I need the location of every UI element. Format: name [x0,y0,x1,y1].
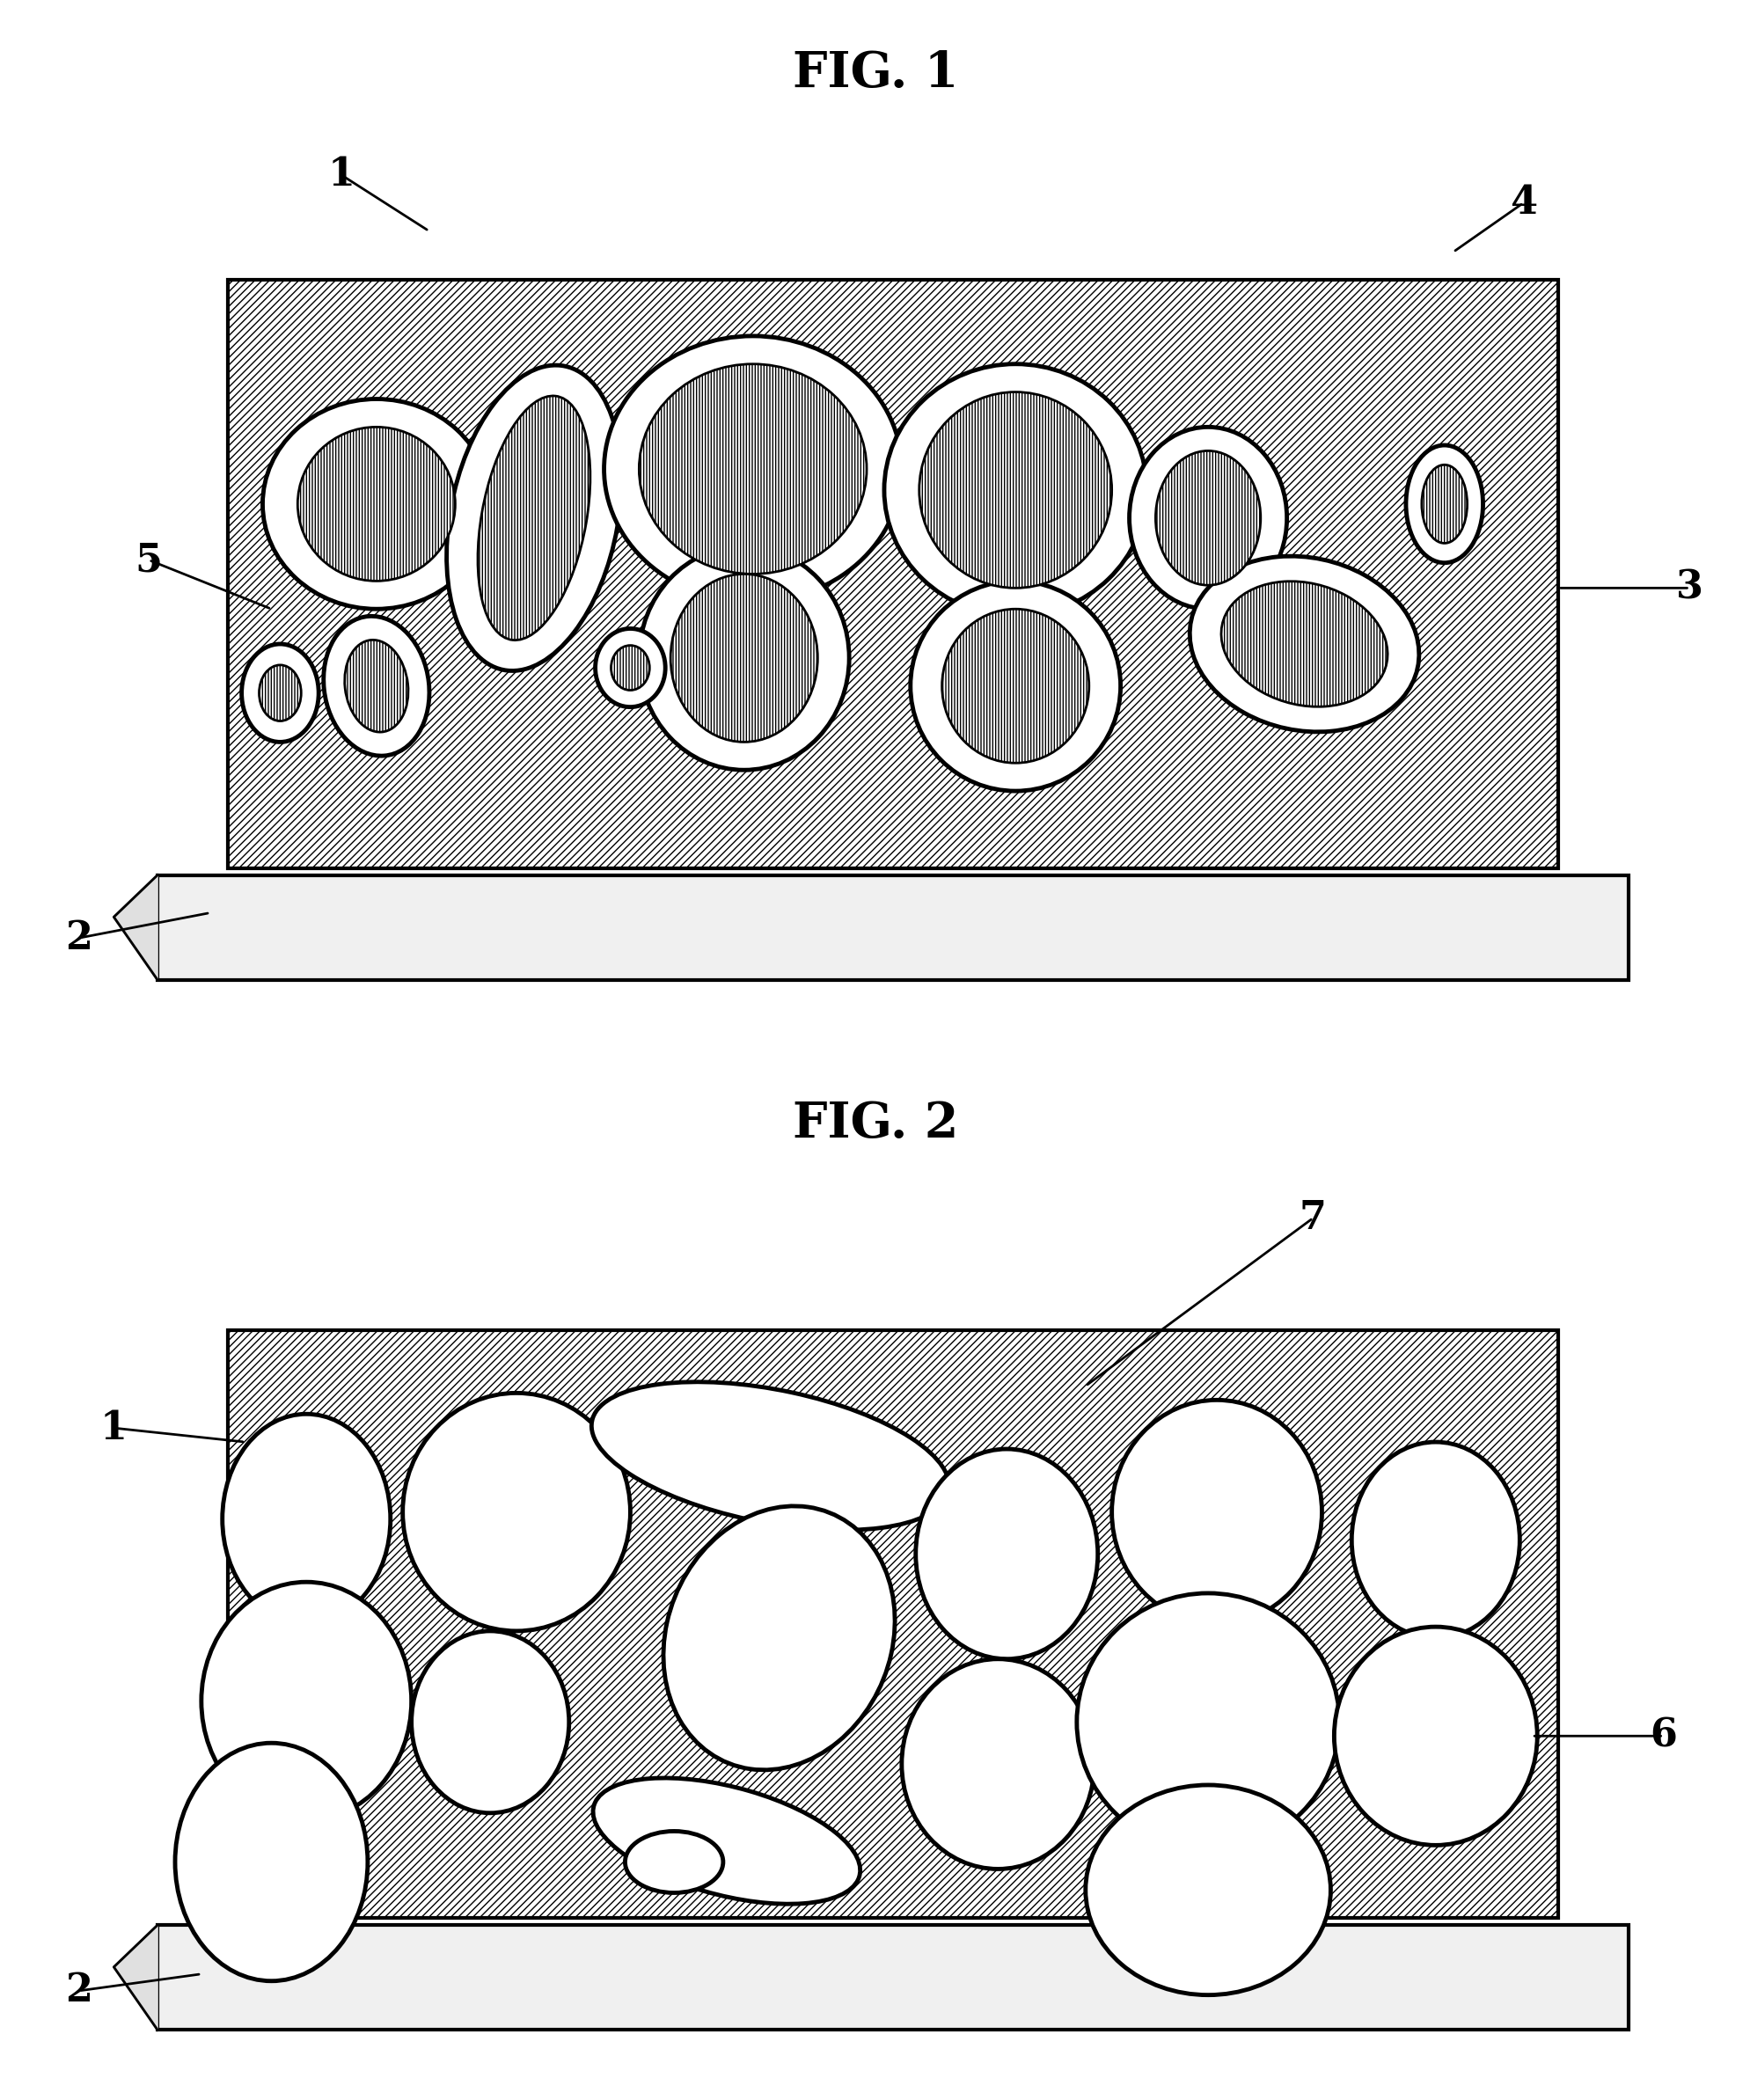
Text: 1: 1 [100,1409,128,1447]
Ellipse shape [910,582,1120,792]
Text: 1: 1 [327,155,355,193]
Ellipse shape [411,1632,569,1812]
Text: 5: 5 [135,542,163,580]
Ellipse shape [639,546,849,771]
Bar [228,1329,1558,1917]
Ellipse shape [639,363,866,573]
Ellipse shape [201,1581,411,1821]
Ellipse shape [298,426,455,582]
Ellipse shape [324,615,429,756]
Ellipse shape [242,645,318,741]
Ellipse shape [1220,582,1388,708]
Ellipse shape [611,645,649,691]
Polygon shape [114,1926,158,2031]
Ellipse shape [1111,1401,1321,1623]
Ellipse shape [915,1449,1097,1659]
Bar [158,1926,1628,2031]
Ellipse shape [595,628,665,708]
Ellipse shape [1190,556,1418,731]
Text: 4: 4 [1508,185,1536,223]
Ellipse shape [919,393,1111,588]
Text: FIG. 2: FIG. 2 [793,1098,957,1149]
Ellipse shape [884,363,1146,615]
Text: 2: 2 [65,1972,93,2010]
Ellipse shape [222,1413,390,1623]
Ellipse shape [262,399,490,609]
Text: 2: 2 [65,920,93,958]
Ellipse shape [593,1779,859,1905]
Ellipse shape [1421,464,1466,544]
Ellipse shape [942,609,1088,762]
Ellipse shape [1334,1628,1536,1846]
Ellipse shape [625,1831,723,1892]
Text: 7: 7 [1298,1199,1326,1237]
Ellipse shape [175,1743,367,1980]
Ellipse shape [1129,426,1286,609]
Text: 3: 3 [1675,569,1703,607]
Ellipse shape [1076,1594,1339,1850]
Ellipse shape [901,1659,1094,1869]
Ellipse shape [1085,1785,1330,1995]
Ellipse shape [259,666,301,720]
Bar [158,876,1628,981]
Polygon shape [114,876,158,981]
Ellipse shape [592,1382,948,1531]
Ellipse shape [663,1506,894,1770]
Text: FIG. 1: FIG. 1 [793,48,957,99]
Ellipse shape [1405,445,1482,563]
Ellipse shape [402,1392,630,1632]
Ellipse shape [1155,452,1260,586]
Ellipse shape [1351,1443,1519,1638]
Ellipse shape [670,573,817,741]
Text: 6: 6 [1648,1718,1676,1756]
Ellipse shape [345,640,408,733]
Ellipse shape [604,336,901,603]
Bar [228,279,1558,867]
Ellipse shape [446,365,621,670]
Ellipse shape [478,397,590,641]
